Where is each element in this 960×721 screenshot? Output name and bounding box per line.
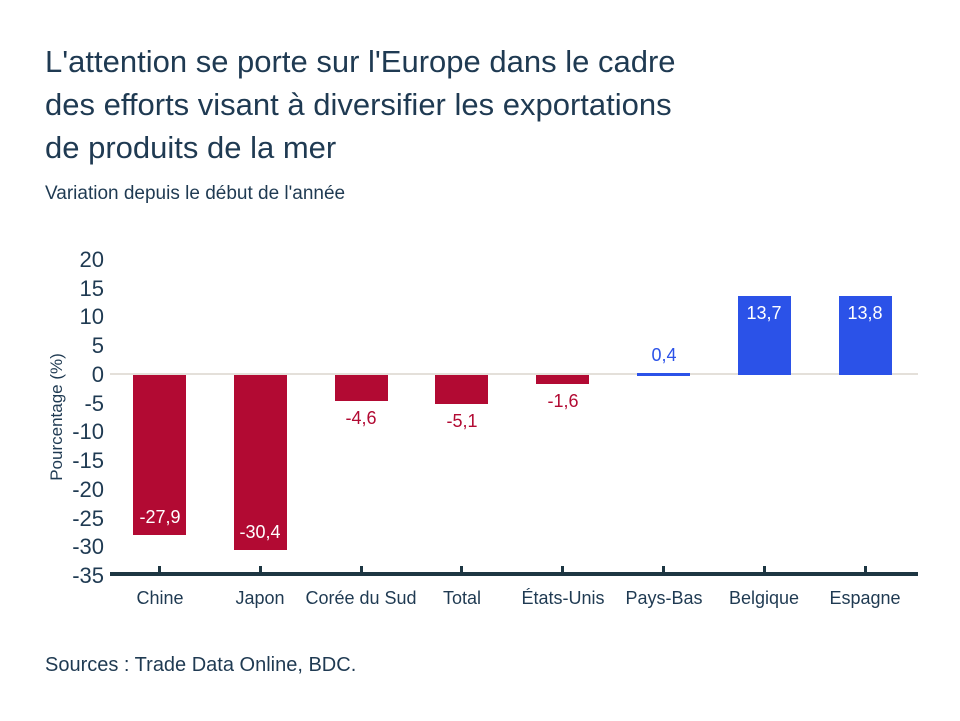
x-axis-tick-japon: [259, 566, 262, 572]
x-axis-tick-belgique: [763, 566, 766, 572]
y-tick-label-5: 5: [91, 333, 104, 358]
source-note: Sources : Trade Data Online, BDC.: [45, 654, 357, 676]
bar-value-label-pays-bas: 0,4: [651, 345, 677, 365]
y-tick-label--35: -35: [72, 563, 104, 588]
x-category-label-etats-unis: États-Unis: [521, 588, 605, 608]
bar-value-label-total: -5,1: [446, 411, 478, 431]
bar-chine: [133, 375, 186, 535]
x-category-label-total: Total: [442, 588, 482, 608]
x-category-label-chine: Chine: [136, 588, 184, 608]
x-category-label-coree-du-sud: Corée du Sud: [305, 588, 417, 608]
x-category-label-belgique: Belgique: [728, 588, 800, 608]
page-title-line-2: des efforts visant à diversifier les exp…: [45, 87, 672, 122]
bar-total: [435, 375, 488, 404]
bar-value-label-etats-unis: -1,6: [547, 391, 579, 411]
x-axis-tick-chine: [158, 566, 161, 572]
bar-espagne: [839, 296, 892, 375]
x-category-label-japon: Japon: [235, 588, 285, 608]
y-tick-label--5: -5: [84, 391, 104, 416]
bar-value-label-chine: -27,9: [139, 507, 181, 527]
bar-value-label-coree-du-sud: -4,6: [345, 408, 377, 428]
y-tick-label-15: 15: [79, 276, 104, 301]
bar-coree-du-sud: [335, 375, 388, 401]
y-tick-label--10: -10: [72, 419, 104, 444]
y-tick-label-0: 0: [91, 362, 104, 387]
x-axis-line: [110, 572, 918, 576]
bar-pays-bas: [637, 373, 690, 376]
page-title: L'attention se porte sur l'Europe dans l…: [45, 40, 676, 169]
bar-belgique: [738, 296, 791, 375]
bar-value-label-belgique: 13,7: [746, 303, 782, 323]
y-tick-label--20: -20: [72, 477, 104, 502]
y-tick-label-20: 20: [79, 247, 104, 272]
x-axis-tick-espagne: [864, 566, 867, 572]
bar-japon: [234, 375, 287, 550]
bar-etats-unis: [536, 375, 589, 384]
zero-gridline: [110, 373, 918, 375]
x-axis-tick-coree-du-sud: [360, 566, 363, 572]
x-category-label-pays-bas: Pays-Bas: [625, 588, 703, 608]
x-category-label-espagne: Espagne: [829, 588, 901, 608]
y-tick-label--25: -25: [72, 506, 104, 531]
x-axis-tick-etats-unis: [561, 566, 564, 572]
y-tick-label-10: 10: [79, 304, 104, 329]
bar-value-label-espagne: 13,8: [847, 303, 883, 323]
page-title-line-3: de produits de la mer: [45, 130, 337, 165]
chart-subtitle: Variation depuis le début de l'année: [45, 183, 346, 204]
x-axis-tick-pays-bas: [662, 566, 665, 572]
y-tick-label--30: -30: [72, 534, 104, 559]
page-title-line-1: L'attention se porte sur l'Europe dans l…: [45, 44, 676, 79]
y-tick-label--15: -15: [72, 448, 104, 473]
bar-value-label-japon: -30,4: [239, 522, 281, 542]
x-axis-tick-total: [460, 566, 463, 572]
